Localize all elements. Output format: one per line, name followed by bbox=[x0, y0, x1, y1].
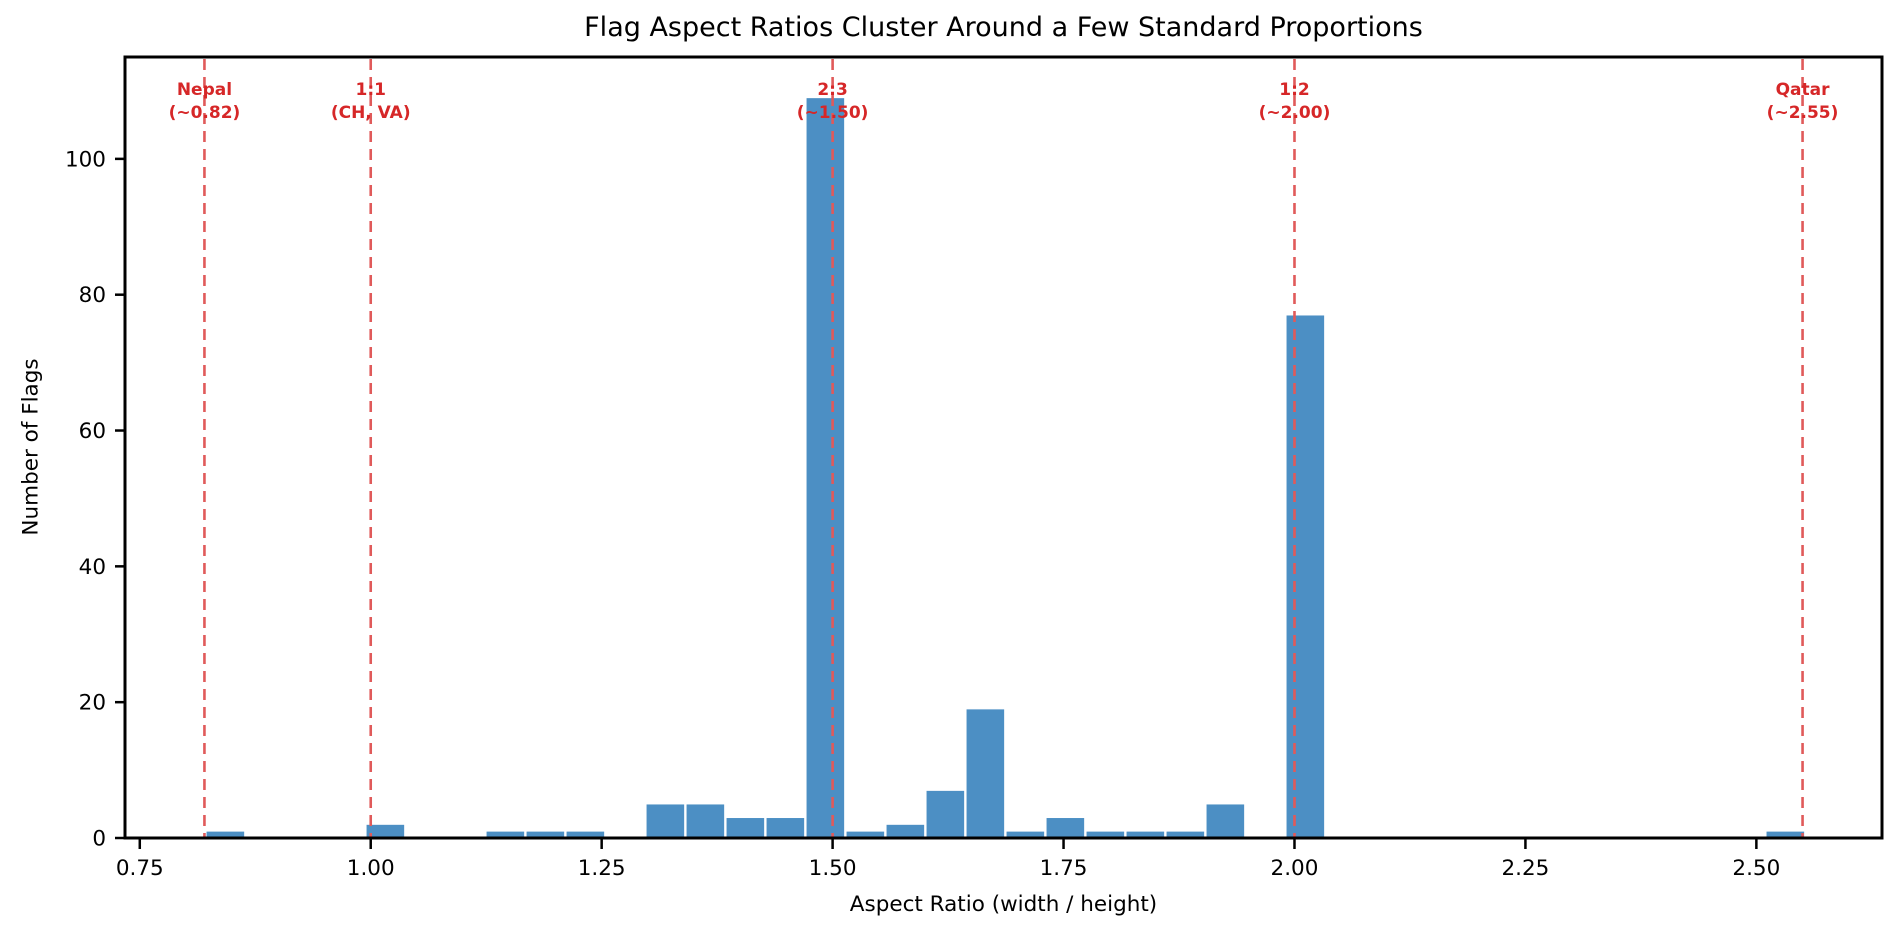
x-axis-label: Aspect Ratio (width / height) bbox=[849, 892, 1158, 917]
y-tick-label: 100 bbox=[65, 147, 106, 172]
x-tick-label: 2.00 bbox=[1271, 856, 1319, 881]
reference-line-label: Qatar (~2.55) bbox=[1767, 79, 1839, 125]
reference-label-sub: (CH, VA) bbox=[330, 103, 411, 123]
reference-label-sub: (~2.00) bbox=[1258, 103, 1331, 123]
x-tick-label: 1.00 bbox=[347, 856, 395, 881]
reference-label-sub: (~2.55) bbox=[1766, 103, 1839, 123]
reference-label-sub: (~1.50) bbox=[796, 103, 869, 123]
reference-label-main: 2:3 bbox=[817, 80, 848, 100]
reference-label-main: Nepal bbox=[176, 80, 233, 100]
y-tick-label: 20 bbox=[79, 691, 106, 716]
x-tick-label: 1.50 bbox=[809, 856, 857, 881]
reference-label-main: 1:1 bbox=[355, 80, 386, 100]
x-tick-label: 0.75 bbox=[116, 856, 164, 881]
histogram-bar bbox=[1205, 803, 1245, 839]
histogram-bar bbox=[885, 824, 925, 839]
y-tick-label: 80 bbox=[79, 283, 106, 308]
reference-line-label: 1:1 (CH, VA) bbox=[331, 79, 411, 125]
reference-label-sub: (~0.82) bbox=[168, 103, 241, 123]
y-tick-label: 40 bbox=[79, 555, 106, 580]
reference-line-label: 2:3 (~1.50) bbox=[797, 79, 869, 125]
histogram-bar bbox=[685, 803, 725, 839]
x-tick-label: 1.75 bbox=[1040, 856, 1088, 881]
y-tick-label: 0 bbox=[92, 827, 106, 852]
reference-line-label: Nepal (~0.82) bbox=[169, 79, 241, 125]
histogram-bar bbox=[925, 790, 965, 839]
reference-line-label: 1:2 (~2.00) bbox=[1259, 79, 1331, 125]
plot-frame bbox=[123, 55, 1884, 840]
chart-title: Flag Aspect Ratios Cluster Around a Few … bbox=[584, 12, 1423, 43]
histogram-bar bbox=[805, 97, 845, 839]
y-tick-label: 60 bbox=[79, 419, 106, 444]
x-tick-label: 1.25 bbox=[578, 856, 626, 881]
reference-label-main: Qatar bbox=[1775, 80, 1830, 100]
x-tick-label: 2.25 bbox=[1501, 856, 1549, 881]
histogram-bar bbox=[965, 708, 1005, 839]
histogram-bar bbox=[1045, 817, 1085, 839]
reference-label-main: 1:2 bbox=[1279, 80, 1310, 100]
histogram-bar bbox=[1285, 314, 1325, 839]
histogram-bar bbox=[765, 817, 805, 839]
x-tick-label: 2.50 bbox=[1732, 856, 1780, 881]
histogram-bar bbox=[725, 817, 765, 839]
histogram-bar bbox=[645, 803, 685, 839]
